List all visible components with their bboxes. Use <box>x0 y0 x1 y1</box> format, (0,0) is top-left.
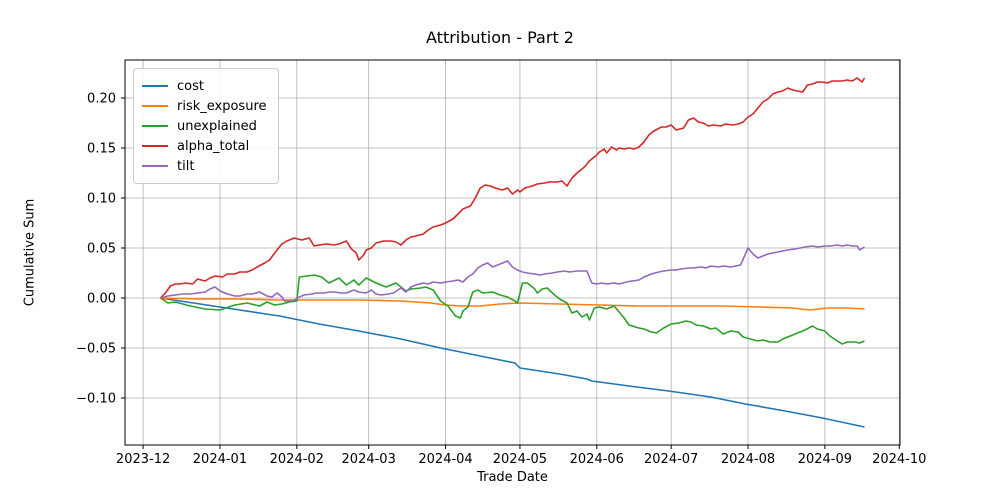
legend-item-cost: cost <box>142 76 268 96</box>
tick-label-x: 2023-12 <box>116 452 170 467</box>
series-line-cost <box>160 297 865 428</box>
legend-label: risk_exposure <box>177 98 267 114</box>
legend-item-risk-exposure: risk_exposure <box>142 96 268 116</box>
tick-label-y: 0.00 <box>87 292 116 307</box>
legend-item-tilt: tilt <box>142 156 268 176</box>
x-axis-label: Trade Date <box>477 470 548 485</box>
tick-label-y: 0.10 <box>87 192 116 207</box>
series-line-risk_exposure <box>160 297 865 311</box>
series-line-alpha_total <box>159 77 866 299</box>
legend-label: alpha_total <box>177 138 250 154</box>
series-line-unexplained <box>160 274 865 345</box>
tick-label-x: 2024-05 <box>493 452 547 467</box>
tick-label-x: 2024-08 <box>721 452 775 467</box>
tick-label-x: 2024-02 <box>270 452 324 467</box>
legend-line-sample <box>142 84 168 88</box>
legend-label: tilt <box>177 158 195 174</box>
legend-line-sample <box>142 104 168 108</box>
tick-label-y: −0.10 <box>76 392 116 407</box>
tick-label-y: 0.05 <box>87 242 116 257</box>
tick-label-x: 2024-03 <box>342 452 396 467</box>
tick-label-x: 2024-06 <box>570 452 624 467</box>
legend-item-alpha-total: alpha_total <box>142 136 268 156</box>
tick-label-x: 2024-10 <box>872 452 926 467</box>
legend-label: cost <box>177 78 204 94</box>
tick-label-x: 2024-04 <box>418 452 472 467</box>
series-line-tilt <box>160 244 865 302</box>
legend-line-sample <box>142 164 168 168</box>
legend: cost risk_exposure unexplained alpha_tot… <box>133 68 279 184</box>
tick-label-x: 2024-01 <box>193 452 247 467</box>
legend-label: unexplained <box>177 118 257 134</box>
tick-label-x: 2024-07 <box>644 452 698 467</box>
y-axis-label: Cumulative Sum <box>22 198 38 307</box>
legend-item-unexplained: unexplained <box>142 116 268 136</box>
tick-label-y: 0.15 <box>87 142 116 157</box>
tick-label-x: 2024-09 <box>798 452 852 467</box>
tick-label-y: −0.05 <box>76 342 116 357</box>
chart-title: Attribution - Part 2 <box>426 28 574 47</box>
plot-frame <box>124 59 901 446</box>
legend-line-sample <box>142 124 168 128</box>
tick-label-y: 0.20 <box>87 92 116 107</box>
legend-line-sample <box>142 144 168 148</box>
